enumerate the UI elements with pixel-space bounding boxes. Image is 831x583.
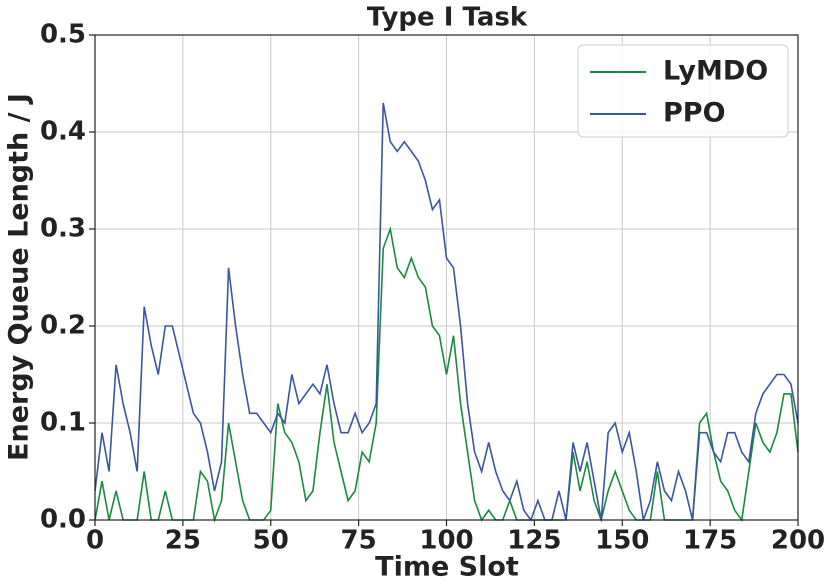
x-tick-label: 150 (595, 526, 649, 556)
x-tick-label: 200 (771, 526, 825, 556)
chart-title: Type I Task (367, 3, 528, 33)
plot-frame (94, 34, 799, 521)
data-line (94, 102, 799, 522)
x-tick-label: 125 (507, 526, 561, 556)
y-tick-label: 0.1 (40, 408, 86, 438)
x-tick-label: 75 (341, 526, 377, 556)
y-tick-label: 0.4 (40, 117, 86, 147)
y-tick-label: 0.3 (40, 214, 86, 244)
x-tick-label: 175 (683, 526, 737, 556)
legend-label: LyMDO (663, 56, 768, 87)
x-tick-label: 50 (253, 526, 289, 556)
y-tick-label: 0.2 (40, 311, 86, 341)
x-tick-label: 25 (165, 526, 201, 556)
x-tick-label: 0 (86, 526, 104, 556)
y-tick-label: 0.5 (40, 20, 86, 50)
x-tick-label: 100 (419, 526, 473, 556)
y-axis-label: Energy Queue Length / J (4, 93, 35, 461)
x-axis-label: Time Slot (375, 552, 519, 583)
y-tick-label: 0.0 (40, 505, 86, 535)
legend-label: PPO (663, 98, 726, 129)
